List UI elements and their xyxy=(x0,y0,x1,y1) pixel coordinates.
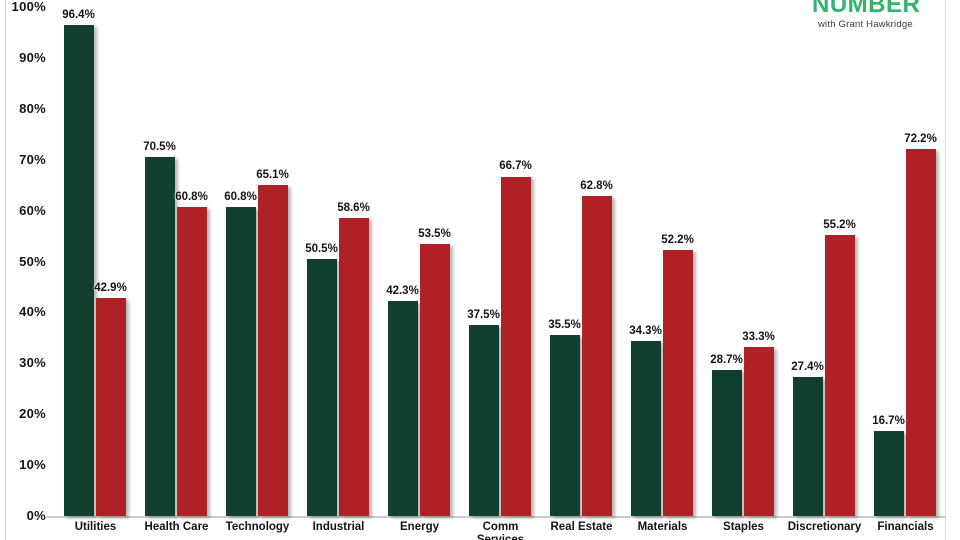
green-bar xyxy=(225,206,256,516)
red-bar-value-label: 65.1% xyxy=(256,168,289,181)
red-bar xyxy=(824,235,855,516)
category-label: Technology xyxy=(225,521,290,533)
red-bar xyxy=(743,346,774,516)
green-bar xyxy=(468,325,499,516)
green-bar-value-label: 50.5% xyxy=(305,242,338,255)
green-bar-value-label: 70.5% xyxy=(143,141,176,154)
bar-group: 16.7% 72.2% Financials xyxy=(872,0,938,540)
red-bar-value-label: 33.3% xyxy=(742,330,775,343)
green-bar-value-label: 28.7% xyxy=(710,353,743,366)
green-bar-value-label: 27.4% xyxy=(791,360,824,373)
category-label: Real Estate xyxy=(550,521,613,533)
x-axis-line xyxy=(46,516,945,518)
red-bar xyxy=(338,217,369,516)
red-bar xyxy=(581,196,612,516)
green-bar xyxy=(306,258,337,516)
bar-group: 60.8% 65.1% Technology xyxy=(224,0,290,540)
red-bar xyxy=(419,243,450,516)
y-tick-label: 90% xyxy=(19,49,46,65)
green-bar xyxy=(549,335,580,516)
category-label: Materials xyxy=(637,521,688,533)
red-bar xyxy=(257,184,288,516)
bar-group: 34.3% 52.2% Materials xyxy=(629,0,695,540)
red-bar xyxy=(500,176,531,516)
y-tick-label: 70% xyxy=(19,151,46,167)
green-bar xyxy=(63,25,94,516)
logo: NUMBER with Grant Hawkridge xyxy=(812,0,942,30)
green-bar xyxy=(711,369,742,516)
bar-group: 70.5% 60.8% Health Care xyxy=(143,0,209,540)
category-label: Staples xyxy=(723,521,764,533)
y-tick-label: 0% xyxy=(26,508,46,523)
bar-group: 37.5% 66.7% Comm Services xyxy=(467,0,533,540)
category-label: Industrial xyxy=(312,521,365,533)
bar-group: 50.5% 58.6% Industrial xyxy=(305,0,371,540)
red-bar xyxy=(176,206,207,516)
logo-wordmark-clip: NUMBER xyxy=(812,0,942,17)
green-bar-value-label: 16.7% xyxy=(872,414,905,427)
green-bar-value-label: 60.8% xyxy=(224,190,257,203)
left-frame-line xyxy=(5,0,6,540)
green-bar-value-label: 96.4% xyxy=(62,9,95,22)
bar-group: 35.5% 62.8% Real Estate xyxy=(548,0,614,540)
bar-group: 42.3% 53.5% Energy xyxy=(386,0,452,540)
red-bar-value-label: 55.2% xyxy=(823,219,856,232)
logo-wordmark: NUMBER xyxy=(812,0,921,17)
green-bar xyxy=(144,157,175,516)
red-bar-value-label: 66.7% xyxy=(499,160,532,173)
red-bar-value-label: 62.8% xyxy=(580,180,613,193)
green-bar xyxy=(873,431,904,516)
red-bar-value-label: 60.8% xyxy=(175,190,208,203)
right-frame-line xyxy=(945,0,946,540)
bar-group: 27.4% 55.2% Discretionary xyxy=(788,0,862,540)
category-label: Financials xyxy=(877,521,934,533)
green-bar-value-label: 37.5% xyxy=(467,309,500,322)
green-bar-value-label: 42.3% xyxy=(386,284,419,297)
category-label: Comm Services xyxy=(476,521,525,540)
red-bar xyxy=(905,148,936,516)
category-label: Health Care xyxy=(144,521,209,533)
y-tick-label: 40% xyxy=(19,304,46,320)
green-bar xyxy=(387,300,418,516)
y-tick-label: 60% xyxy=(19,202,46,218)
green-bar-value-label: 34.3% xyxy=(629,325,662,338)
red-bar-value-label: 72.2% xyxy=(904,132,937,145)
green-bar-value-label: 35.5% xyxy=(548,319,581,332)
red-bar-value-label: 58.6% xyxy=(337,201,370,214)
bar-group: 28.7% 33.3% Staples xyxy=(710,0,776,540)
y-tick-label: 30% xyxy=(19,355,46,371)
category-label: Energy xyxy=(400,521,439,533)
green-bar xyxy=(630,341,661,516)
red-bar xyxy=(95,297,126,516)
y-tick-label: 100% xyxy=(11,0,46,14)
y-tick-label: 50% xyxy=(19,253,46,269)
category-label: Discretionary xyxy=(787,521,862,533)
green-bar xyxy=(792,376,823,516)
red-bar-value-label: 42.9% xyxy=(94,281,127,294)
red-bar-value-label: 52.2% xyxy=(661,234,694,247)
red-bar-value-label: 53.5% xyxy=(418,227,451,240)
y-tick-label: 20% xyxy=(19,406,46,422)
bar-group: 96.4% 42.9% Utilities xyxy=(62,0,128,540)
category-label: Utilities xyxy=(74,521,117,533)
red-bar xyxy=(662,250,693,516)
y-tick-label: 80% xyxy=(19,100,46,116)
logo-tagline: with Grant Hawkridge xyxy=(818,19,913,30)
y-tick-label: 10% xyxy=(19,457,46,473)
